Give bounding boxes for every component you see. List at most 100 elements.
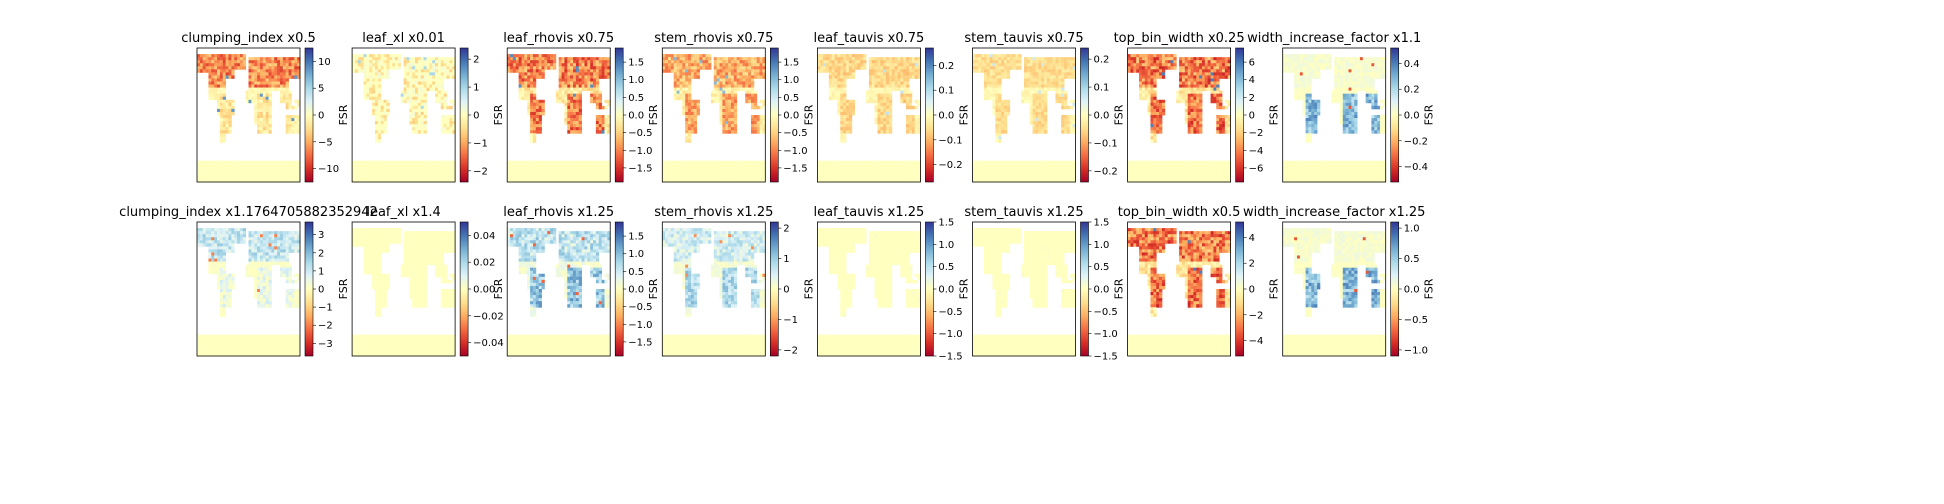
map-cell	[992, 78, 996, 82]
map-cell	[265, 99, 269, 104]
map-cell	[279, 96, 284, 101]
map-cell	[900, 169, 904, 174]
map-cell	[730, 163, 735, 168]
map-cell	[217, 69, 221, 73]
map-cell	[417, 172, 422, 177]
map-cell	[759, 118, 763, 122]
map-cell	[690, 69, 695, 73]
map-cell	[228, 54, 232, 58]
map-cell	[883, 96, 887, 101]
map-cell	[693, 105, 698, 110]
map-cell	[828, 93, 833, 98]
map-cell	[676, 66, 680, 70]
map-cell	[863, 172, 867, 177]
map-cell	[285, 90, 289, 95]
map-cell	[1044, 99, 1048, 104]
map-cell	[357, 54, 362, 58]
map-cell	[352, 172, 356, 177]
map-cell	[575, 115, 580, 119]
colorbar-tick-label: 0.0	[628, 111, 644, 122]
map-cell	[756, 66, 760, 70]
map-cell	[532, 178, 537, 183]
map-cell	[561, 81, 565, 85]
map-cell	[1052, 178, 1056, 183]
map-cell	[380, 130, 384, 134]
map-cell	[535, 172, 540, 177]
map-cell	[840, 178, 844, 183]
map-cell	[1058, 172, 1062, 177]
map-cell	[377, 99, 382, 104]
map-cell	[437, 87, 442, 92]
map-cell	[564, 175, 568, 180]
map-cell	[682, 81, 686, 85]
map-cell	[978, 172, 982, 177]
map-cell	[601, 127, 605, 131]
map-cell	[561, 96, 565, 101]
map-cell	[601, 66, 605, 70]
map-cell	[222, 115, 227, 119]
map-cell	[567, 72, 571, 76]
map-cell	[426, 81, 430, 85]
map-cell	[736, 163, 740, 168]
map-cell	[998, 63, 1002, 67]
map-cell	[595, 63, 600, 67]
map-cell	[1041, 130, 1045, 134]
map-cell	[823, 160, 827, 165]
map-cell	[685, 87, 689, 92]
map-cell	[728, 87, 732, 92]
map-cell	[897, 69, 901, 73]
map-cell	[521, 57, 525, 61]
map-cell	[1052, 66, 1056, 70]
map-cell	[911, 124, 916, 128]
map-cell	[1156, 60, 1160, 64]
map-cell	[846, 121, 850, 125]
map-cell	[843, 102, 847, 107]
map-cell	[877, 166, 881, 171]
map-cell	[282, 63, 287, 67]
map-cell	[995, 66, 999, 70]
map-cell	[575, 169, 580, 174]
map-cell	[538, 54, 542, 58]
map-cell	[1018, 175, 1022, 180]
map-cell	[271, 172, 275, 177]
map-cell	[1029, 72, 1033, 76]
map-cell	[1064, 118, 1068, 122]
map-cell	[699, 163, 703, 168]
map-cell	[877, 93, 881, 98]
map-cell	[239, 169, 244, 174]
map-cell	[395, 60, 399, 64]
map-cell	[750, 178, 755, 183]
map-cell	[435, 78, 439, 82]
map-cell	[570, 124, 574, 128]
map-cell	[564, 93, 568, 98]
map-cell	[532, 175, 537, 180]
map-cell	[908, 66, 913, 70]
map-cell	[415, 66, 419, 70]
map-cell	[662, 57, 666, 61]
map-cell	[1035, 178, 1039, 183]
map-cell	[440, 99, 445, 104]
map-cell	[530, 166, 534, 171]
map-cell	[530, 127, 534, 131]
map-cell	[886, 111, 890, 116]
map-cell	[601, 63, 605, 67]
map-cell	[415, 102, 419, 107]
map-cell	[848, 66, 853, 70]
map-cell	[1026, 75, 1031, 79]
map-cell	[972, 178, 976, 183]
map-cell	[564, 105, 568, 110]
map-cell	[400, 178, 404, 183]
map-cell	[593, 84, 597, 88]
map-cell	[234, 54, 238, 58]
map-cell	[716, 160, 720, 165]
map-cell	[911, 60, 916, 64]
map-cell	[699, 160, 703, 165]
map-cell	[593, 69, 597, 73]
map-cell	[1001, 124, 1005, 128]
map-cell	[581, 172, 585, 177]
map-cell	[1009, 63, 1013, 67]
map-cell	[412, 108, 416, 113]
map-cell	[690, 178, 695, 183]
map-cell	[995, 172, 999, 177]
map-cell	[552, 172, 557, 177]
